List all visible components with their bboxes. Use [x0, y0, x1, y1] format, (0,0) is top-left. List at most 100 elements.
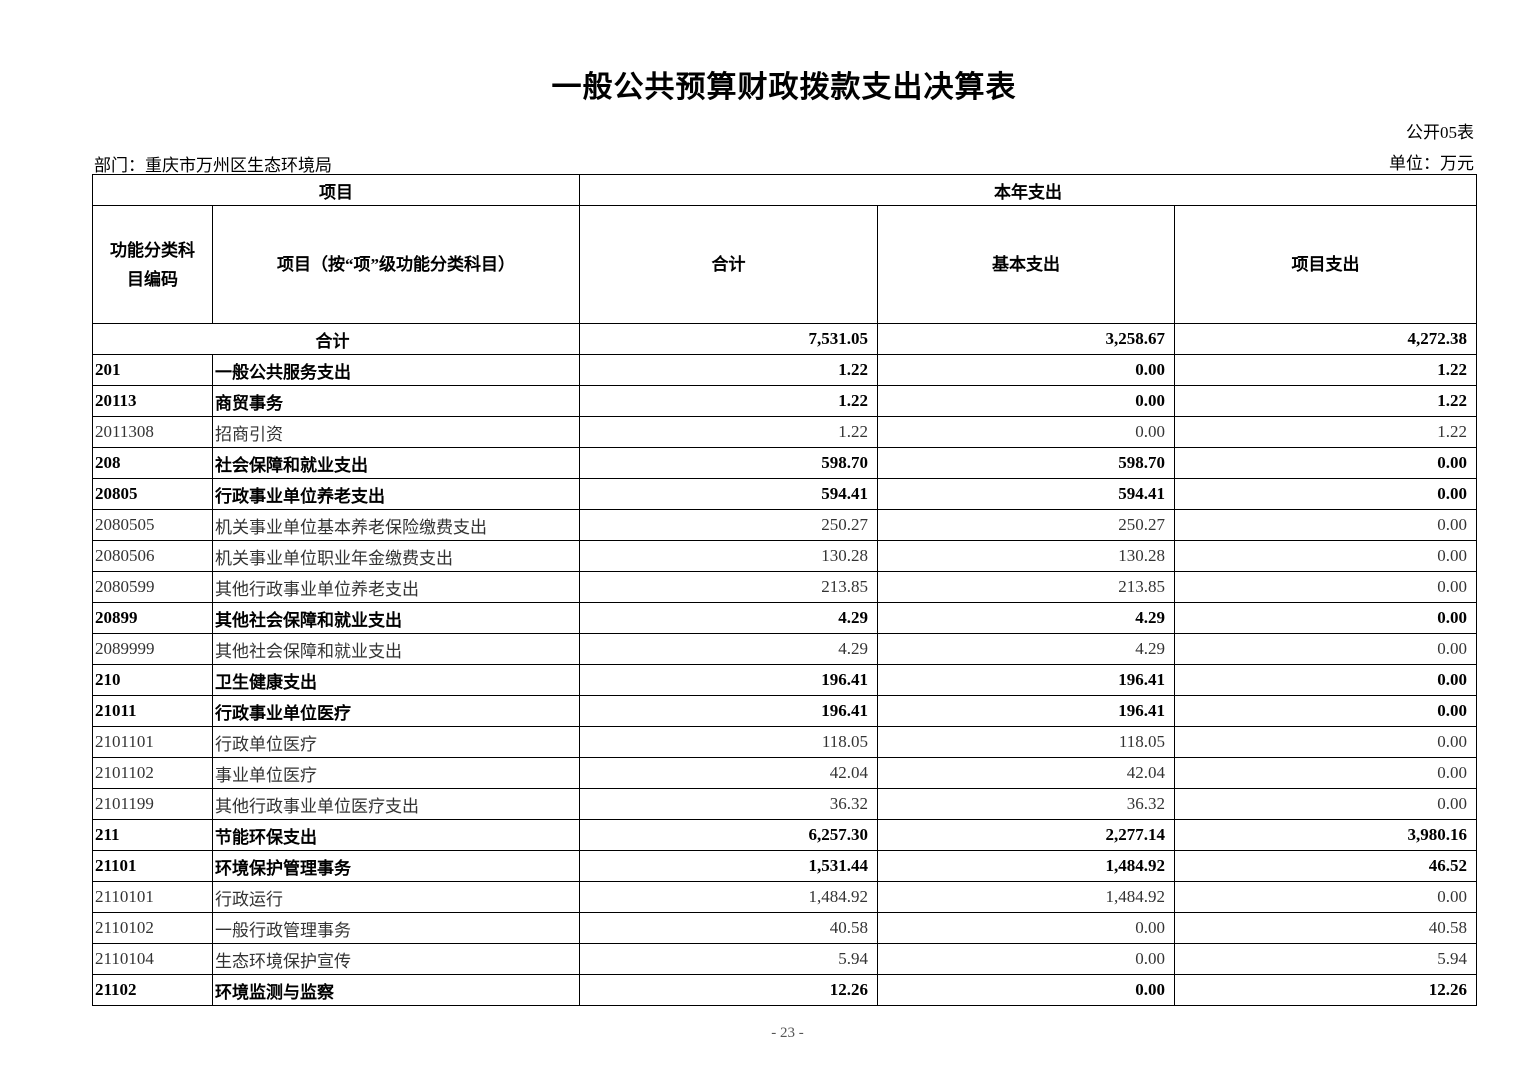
row-total: 36.32 — [579, 788, 878, 820]
row-code: 208 — [92, 447, 213, 479]
row-code: 211 — [92, 819, 213, 851]
department-label: 部门：重庆市万州区生态环境局 — [94, 156, 332, 175]
row-name: 行政事业单位养老支出 — [212, 478, 580, 510]
row-code: 2110102 — [92, 912, 213, 944]
total-row: 合计 7,531.05 3,258.67 4,272.38 — [92, 323, 1477, 355]
table-row: 201 一般公共服务支出 1.22 0.00 1.22 — [92, 354, 1477, 386]
row-code: 201 — [92, 354, 213, 386]
row-basic: 42.04 — [877, 757, 1175, 789]
row-name: 一般行政管理事务 — [212, 912, 580, 944]
table-row: 2080506 机关事业单位职业年金缴费支出 130.28 130.28 0.00 — [92, 540, 1477, 572]
row-total: 40.58 — [579, 912, 878, 944]
table-row: 211 节能环保支出 6,257.30 2,277.14 3,980.16 — [92, 819, 1477, 851]
row-basic: 196.41 — [877, 695, 1175, 727]
row-project: 0.00 — [1174, 633, 1477, 665]
header-code: 功能分类科目编码 — [92, 205, 213, 324]
row-project: 40.58 — [1174, 912, 1477, 944]
row-name: 生态环境保护宣传 — [212, 943, 580, 975]
row-code: 210 — [92, 664, 213, 696]
row-total: 4.29 — [579, 633, 878, 665]
row-total: 1.22 — [579, 354, 878, 386]
row-code: 2110101 — [92, 881, 213, 913]
row-total: 196.41 — [579, 664, 878, 696]
row-project: 0.00 — [1174, 509, 1477, 541]
row-total: 213.85 — [579, 571, 878, 603]
row-code: 2110104 — [92, 943, 213, 975]
row-project: 0.00 — [1174, 447, 1477, 479]
row-total: 196.41 — [579, 695, 878, 727]
header-project-expense: 项目支出 — [1174, 205, 1477, 324]
row-project: 0.00 — [1174, 664, 1477, 696]
row-code: 2080599 — [92, 571, 213, 603]
unit-label: 单位：万元 — [1389, 154, 1474, 173]
row-basic: 4.29 — [877, 602, 1175, 634]
row-basic: 36.32 — [877, 788, 1175, 820]
row-total: 12.26 — [579, 974, 878, 1006]
table-row: 2101102 事业单位医疗 42.04 42.04 0.00 — [92, 757, 1477, 789]
table-row: 2110101 行政运行 1,484.92 1,484.92 0.00 — [92, 881, 1477, 913]
row-total: 1.22 — [579, 416, 878, 448]
row-basic: 594.41 — [877, 478, 1175, 510]
row-basic: 4.29 — [877, 633, 1175, 665]
row-total: 118.05 — [579, 726, 878, 758]
row-code: 2101199 — [92, 788, 213, 820]
row-code: 2089999 — [92, 633, 213, 665]
row-total: 4.29 — [579, 602, 878, 634]
table-row: 2089999 其他社会保障和就业支出 4.29 4.29 0.00 — [92, 633, 1477, 665]
row-project: 0.00 — [1174, 757, 1477, 789]
row-basic: 0.00 — [877, 416, 1175, 448]
table-row: 20899 其他社会保障和就业支出 4.29 4.29 0.00 — [92, 602, 1477, 634]
table-row: 2110102 一般行政管理事务 40.58 0.00 40.58 — [92, 912, 1477, 944]
row-project: 5.94 — [1174, 943, 1477, 975]
row-project: 12.26 — [1174, 974, 1477, 1006]
row-code: 20113 — [92, 385, 213, 417]
table-row: 210 卫生健康支出 196.41 196.41 0.00 — [92, 664, 1477, 696]
row-code: 2101102 — [92, 757, 213, 789]
table-row: 20113 商贸事务 1.22 0.00 1.22 — [92, 385, 1477, 417]
row-code: 20805 — [92, 478, 213, 510]
row-total: 598.70 — [579, 447, 878, 479]
row-project: 3,980.16 — [1174, 819, 1477, 851]
row-name: 节能环保支出 — [212, 819, 580, 851]
row-name: 环境保护管理事务 — [212, 850, 580, 882]
row-project: 1.22 — [1174, 416, 1477, 448]
header-total: 合计 — [579, 205, 878, 324]
table-row: 2080505 机关事业单位基本养老保险缴费支出 250.27 250.27 0.00 — [92, 509, 1477, 541]
row-basic: 1,484.92 — [877, 881, 1175, 913]
row-project: 0.00 — [1174, 602, 1477, 634]
row-name: 机关事业单位基本养老保险缴费支出 — [212, 509, 580, 541]
row-name: 事业单位医疗 — [212, 757, 580, 789]
row-total: 5.94 — [579, 943, 878, 975]
row-total: 250.27 — [579, 509, 878, 541]
row-name: 一般公共服务支出 — [212, 354, 580, 386]
row-basic: 0.00 — [877, 974, 1175, 1006]
row-project: 0.00 — [1174, 788, 1477, 820]
row-total: 594.41 — [579, 478, 878, 510]
total-project: 4,272.38 — [1174, 323, 1477, 355]
row-basic: 213.85 — [877, 571, 1175, 603]
row-basic: 196.41 — [877, 664, 1175, 696]
expenditure-table: 项目 本年支出 功能分类科目编码 项目（按“项”级功能分类科目） 合计 基本支出… — [92, 174, 1477, 1006]
row-code: 2011308 — [92, 416, 213, 448]
row-project: 0.00 — [1174, 881, 1477, 913]
row-name: 卫生健康支出 — [212, 664, 580, 696]
row-project: 0.00 — [1174, 478, 1477, 510]
row-total: 1.22 — [579, 385, 878, 417]
row-basic: 1,484.92 — [877, 850, 1175, 882]
row-name: 其他行政事业单位医疗支出 — [212, 788, 580, 820]
row-total: 6,257.30 — [579, 819, 878, 851]
row-project: 1.22 — [1174, 385, 1477, 417]
row-total: 130.28 — [579, 540, 878, 572]
row-basic: 2,277.14 — [877, 819, 1175, 851]
row-name: 行政运行 — [212, 881, 580, 913]
row-project: 0.00 — [1174, 540, 1477, 572]
row-name: 招商引资 — [212, 416, 580, 448]
table-row: 2080599 其他行政事业单位养老支出 213.85 213.85 0.00 — [92, 571, 1477, 603]
table-row: 2110104 生态环境保护宣传 5.94 0.00 5.94 — [92, 943, 1477, 975]
table-row: 21011 行政事业单位医疗 196.41 196.41 0.00 — [92, 695, 1477, 727]
row-code: 21011 — [92, 695, 213, 727]
header-name: 项目（按“项”级功能分类科目） — [212, 205, 580, 324]
row-basic: 598.70 — [877, 447, 1175, 479]
row-name: 环境监测与监察 — [212, 974, 580, 1006]
row-name: 行政事业单位医疗 — [212, 695, 580, 727]
